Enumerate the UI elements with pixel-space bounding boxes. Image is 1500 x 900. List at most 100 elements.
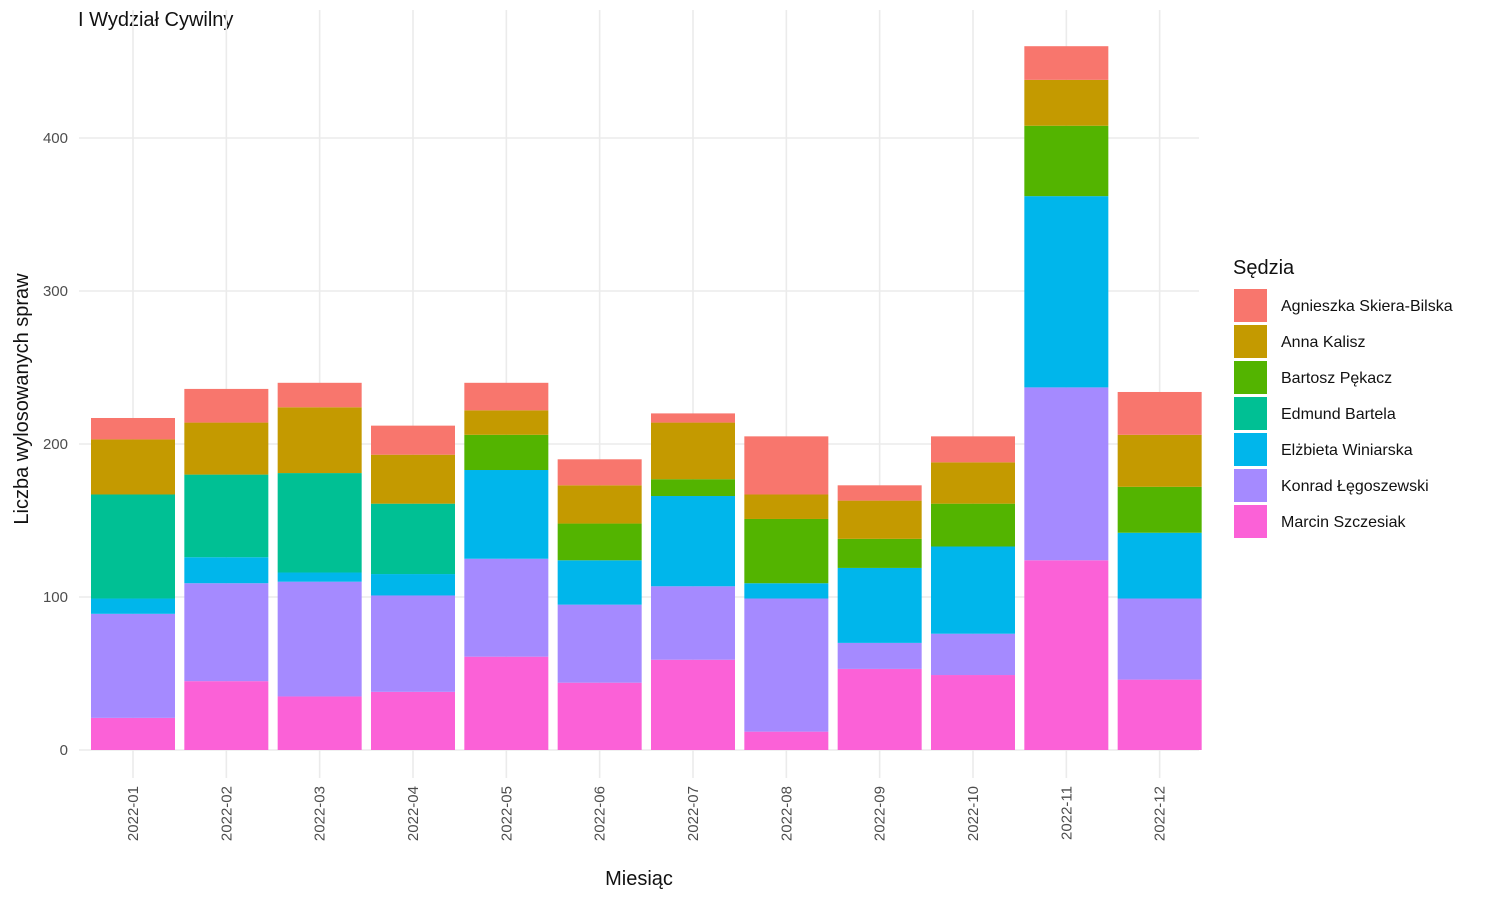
bar-segment <box>1024 46 1109 80</box>
bar-segment <box>837 485 922 501</box>
legend-items: Agnieszka Skiera-Bilska Anna Kalisz Bartos… <box>1234 289 1453 538</box>
legend-swatch <box>1234 361 1267 394</box>
bar-segment <box>837 642 922 669</box>
bar-segment <box>184 388 269 423</box>
bar-segment <box>277 696 362 750</box>
bar-segment <box>277 382 362 408</box>
x-tick-label: 2022-09 <box>872 786 889 841</box>
bar-segment <box>557 523 642 561</box>
legend: Sędzia Agnieszka Skiera-Bilska Anna Kalis… <box>1233 257 1453 538</box>
bar-segment <box>184 681 269 750</box>
bar-segment <box>744 518 829 584</box>
bar-segment <box>371 595 455 692</box>
bar-segment <box>371 574 455 596</box>
legend-label: Edmund Bartela <box>1281 406 1396 423</box>
bar-segment <box>91 717 175 750</box>
bar-segment <box>464 656 549 750</box>
bar-segment <box>1024 560 1109 750</box>
legend-label: Konrad Łęgoszewski <box>1281 478 1429 495</box>
bar-segment <box>744 731 829 750</box>
bar-segment <box>837 538 922 568</box>
bar-segment <box>931 546 1015 634</box>
x-tick-label: 2022-10 <box>965 786 982 841</box>
x-tick-label: 2022-11 <box>1058 786 1075 840</box>
bar-segment <box>744 583 829 599</box>
bar-segment <box>371 425 455 455</box>
bar-segment <box>1117 391 1202 435</box>
bar-segment <box>277 407 362 474</box>
bar-segment <box>1117 486 1202 533</box>
bar-segment <box>651 586 735 660</box>
bar-segment <box>1117 532 1202 599</box>
bar-segment <box>931 675 1015 750</box>
bar-segment <box>1117 598 1202 680</box>
x-tick-label: 2022-01 <box>125 786 142 841</box>
bar-segment <box>931 503 1015 547</box>
bar-segment <box>931 633 1015 676</box>
bar-segment <box>464 410 549 435</box>
x-tick-label: 2022-04 <box>405 786 422 841</box>
bar-segment <box>371 691 455 750</box>
bar-segment <box>277 473 362 573</box>
bar-segment <box>464 382 549 411</box>
bar-segment <box>1117 434 1202 487</box>
x-tick-label: 2022-08 <box>778 786 795 841</box>
legend-swatch <box>1234 289 1267 322</box>
bar-segment <box>371 454 455 504</box>
bar-segment <box>91 494 175 599</box>
legend-label: Agnieszka Skiera-Bilska <box>1281 298 1453 315</box>
legend-label: Bartosz Pękacz <box>1281 370 1392 387</box>
bar-segment <box>1024 387 1109 561</box>
bar-segment <box>184 557 269 584</box>
bar-segment <box>651 479 735 497</box>
legend-swatch <box>1234 325 1267 358</box>
legend-swatch <box>1234 397 1267 430</box>
y-tick-label: 0 <box>60 742 68 759</box>
bar-segment <box>651 422 735 480</box>
bar-segment <box>557 682 642 750</box>
bar-segment <box>837 668 922 750</box>
bar-segment <box>557 560 642 605</box>
bar-segment <box>277 581 362 697</box>
bar-segment <box>184 583 269 682</box>
bar-segment <box>557 604 642 683</box>
y-tick-label: 300 <box>43 283 68 300</box>
y-tick-label: 100 <box>43 589 68 606</box>
bar-segment <box>1024 79 1109 126</box>
x-tick-label: 2022-07 <box>685 786 702 841</box>
y-tick-label: 200 <box>43 436 68 453</box>
bar-segment <box>744 598 829 732</box>
x-axis-title: Miesiąc <box>605 868 673 890</box>
bar-segment <box>371 503 455 575</box>
bar-segment <box>277 572 362 582</box>
x-tick-label: 2022-06 <box>592 786 609 841</box>
bar-segment <box>651 413 735 423</box>
bar-segment <box>931 462 1015 504</box>
bar-segment <box>1024 196 1109 388</box>
bar-segment <box>464 434 549 471</box>
legend-label: Anna Kalisz <box>1281 334 1366 351</box>
legend-title: Sędzia <box>1233 257 1295 279</box>
bar-segment <box>557 485 642 524</box>
legend-label: Marcin Szczesiak <box>1281 514 1406 531</box>
x-axis-ticks: 2022-01 2022-02 2022-03 2022-04 2022-05 2022-… <box>125 786 1169 841</box>
bar-segment <box>184 422 269 475</box>
bar-segment <box>931 436 1015 463</box>
y-axis-title: Liczba wylosowanych spraw <box>11 273 33 525</box>
bars-layer <box>91 46 1202 750</box>
bar-segment <box>464 558 549 657</box>
x-tick-label: 2022-03 <box>312 786 329 841</box>
bar-segment <box>744 436 829 495</box>
bar-segment <box>464 470 549 559</box>
bar-segment <box>184 474 269 558</box>
bar-segment <box>744 494 829 519</box>
bar-segment <box>1024 125 1109 197</box>
legend-label: Elżbieta Winiarska <box>1281 442 1413 459</box>
bar-segment <box>91 417 175 440</box>
bar-segment <box>91 598 175 614</box>
bar-segment <box>91 613 175 718</box>
chart-title: I Wydział Cywilny <box>78 9 233 31</box>
y-tick-label: 400 <box>43 130 68 147</box>
legend-swatch <box>1234 433 1267 466</box>
